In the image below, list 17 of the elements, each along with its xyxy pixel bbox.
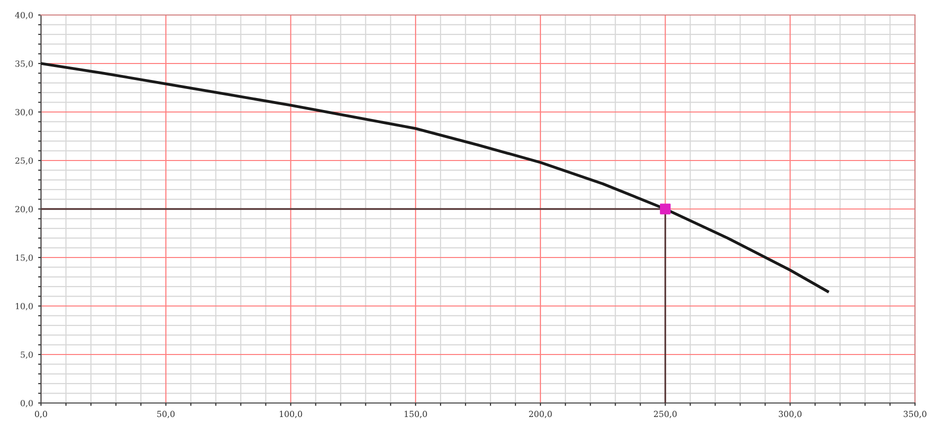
y-tick-label: 25,0 xyxy=(15,157,33,165)
x-tick-label: 50,0 xyxy=(157,410,175,418)
y-tick-label: 10,0 xyxy=(16,302,33,310)
x-tick-label: 200,0 xyxy=(529,410,552,418)
x-tick-label: 150,0 xyxy=(404,410,427,418)
x-tick-label: 300,0 xyxy=(778,410,802,418)
y-tick-label: 40,0 xyxy=(15,12,33,20)
x-tick-label: 350,0 xyxy=(904,410,926,418)
y-tick-label: 15,0 xyxy=(16,254,33,262)
y-tick-label: 20,0 xyxy=(15,206,33,214)
x-tick-label: 0,0 xyxy=(34,410,48,418)
y-tick-label: 0,0 xyxy=(20,400,33,408)
x-tick-label: 100,0 xyxy=(280,410,302,418)
y-tick-label: 30,0 xyxy=(15,108,33,116)
y-tick-label: 35,0 xyxy=(15,60,33,68)
x-tick-label: 250,0 xyxy=(654,410,677,418)
y-tick-label: 5,0 xyxy=(20,351,33,359)
